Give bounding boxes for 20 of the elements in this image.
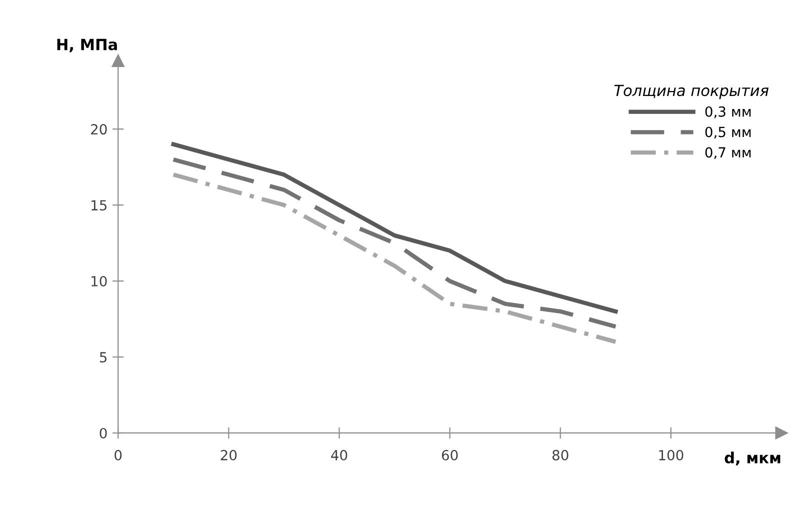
legend-label: 0,7 мм	[705, 147, 751, 160]
x-tick-label: 20	[220, 450, 237, 460]
y-tick-label: 0	[100, 428, 107, 438]
y-tick-label: 5	[100, 352, 106, 362]
line-series	[171, 157, 618, 329]
y-tick-label: 15	[92, 200, 106, 211]
legend-title: Толщина покрытия	[614, 84, 769, 100]
x-tick-label: 0	[114, 450, 122, 460]
line-series	[171, 172, 618, 344]
x-tick-label: 80	[552, 450, 568, 460]
line-series	[171, 142, 618, 314]
y-tick-label: 10	[92, 276, 107, 287]
x-tick-label: 100	[659, 450, 684, 460]
x-tick-label: 40	[331, 450, 348, 460]
x-tick-label: 60	[442, 450, 458, 460]
y-tick-label: 20	[91, 124, 107, 135]
legend-label: 0,3 мм	[705, 106, 751, 118]
y-axis-title: H, МПа	[57, 38, 117, 52]
legend-label: 0,5 мм	[705, 126, 751, 139]
x-axis-title: d, мкм	[724, 452, 780, 466]
